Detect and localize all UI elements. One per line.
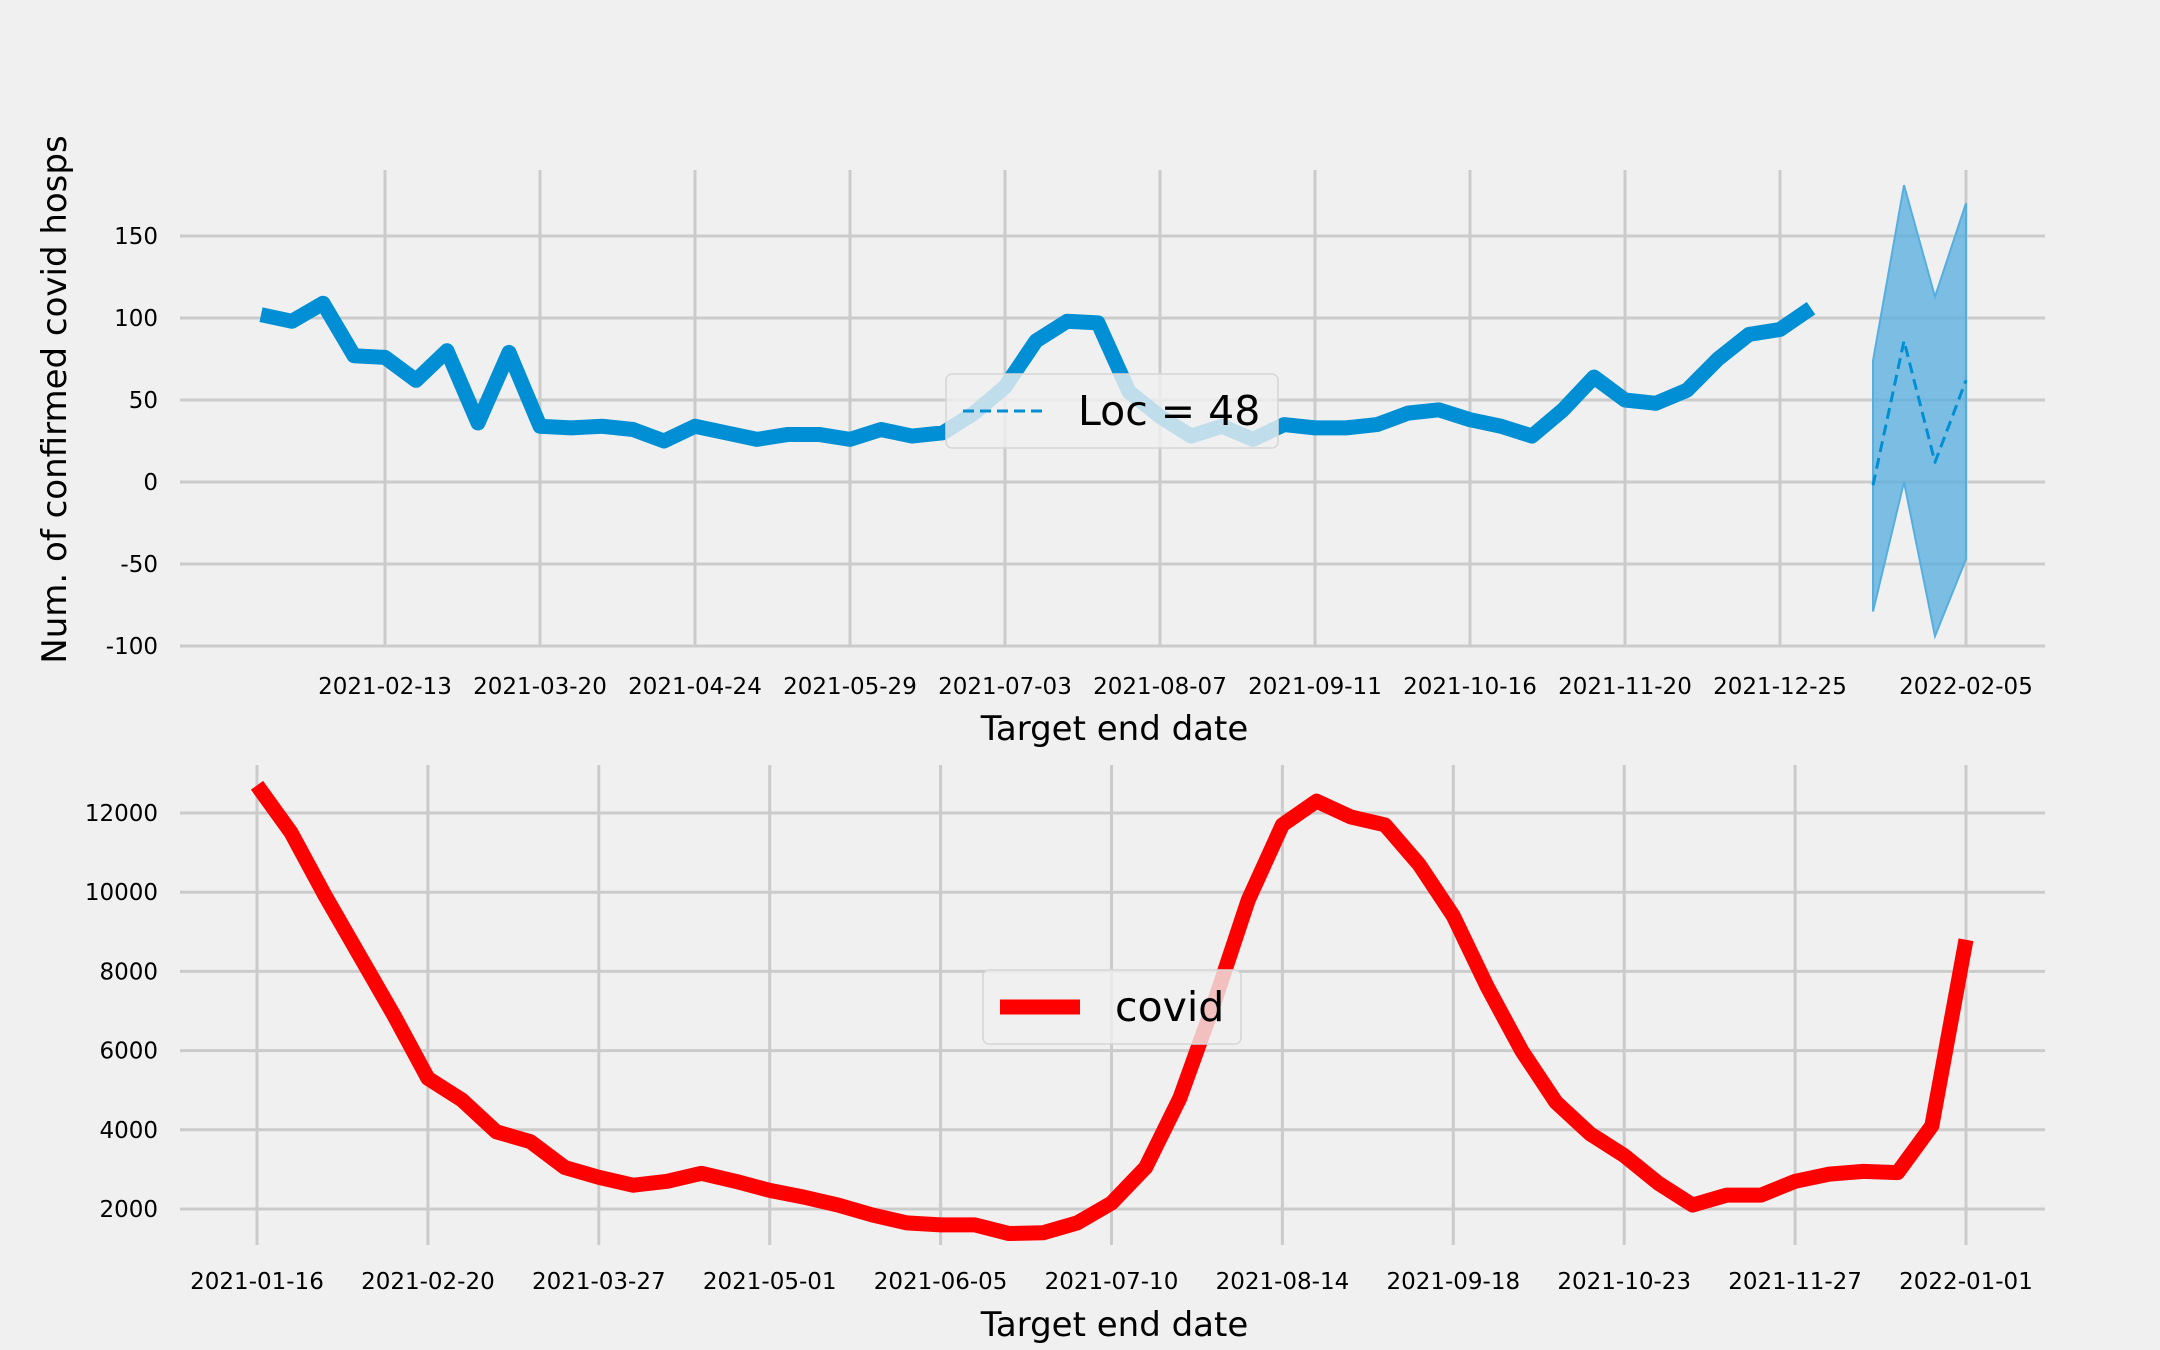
series-line	[250, 780, 1974, 1242]
x-tick-label: 2021-05-29	[783, 674, 917, 700]
x-axis-label: Target end date	[980, 709, 1249, 749]
y-tick-label: 8000	[99, 959, 158, 985]
x-tick-label: 2021-07-03	[938, 674, 1072, 700]
x-axis-label: Target end date	[980, 1305, 1249, 1345]
x-tick-label: 2021-01-16	[190, 1269, 324, 1295]
x-tick-label: 2021-02-13	[318, 674, 452, 700]
x-tick-label: 2021-10-23	[1557, 1269, 1691, 1295]
y-tick-label: 2000	[99, 1197, 158, 1223]
prediction-interval-band	[1872, 184, 1967, 640]
x-tick-label: 2021-03-20	[473, 674, 607, 700]
y-tick-label: 10000	[85, 880, 158, 906]
x-tick-label: 2022-01-01	[1899, 1269, 2033, 1295]
y-tick-label: 0	[143, 470, 158, 496]
top-panel: -100 -50 0 50 100 150 2021-02-13 2021-03-20 2021…	[35, 135, 2045, 749]
y-axis-label: Num. of confirmed covid hosps	[35, 135, 75, 663]
forecast-series-line	[1871, 339, 1968, 486]
y-tick-label: 50	[129, 388, 158, 414]
y-tick-label: 4000	[99, 1118, 158, 1144]
y-tick-label: 6000	[99, 1039, 158, 1065]
x-tick-label: 2021-08-14	[1216, 1269, 1350, 1295]
x-tick-label: 2021-07-10	[1045, 1269, 1179, 1295]
x-tick-label: 2021-05-01	[703, 1269, 837, 1295]
x-tick-label: 2021-10-16	[1403, 674, 1537, 700]
y-tick-label: 150	[114, 224, 158, 250]
x-tick-label: 2021-06-05	[874, 1269, 1008, 1295]
x-tick-label: 2021-09-11	[1248, 674, 1382, 700]
y-tick-label: 12000	[85, 801, 158, 827]
x-tick-label: 2021-02-20	[361, 1269, 495, 1295]
series-line	[259, 295, 1816, 449]
y-tick-label: -50	[120, 552, 158, 578]
x-tick-label: 2021-12-25	[1713, 674, 1847, 700]
y-tick-label: -100	[106, 634, 158, 660]
y-tick-label: 100	[114, 306, 158, 332]
x-tick-label: 2021-04-24	[628, 674, 762, 700]
legend-box	[945, 373, 1279, 449]
x-tick-label: 2021-11-20	[1558, 674, 1692, 700]
x-tick-label: 2022-02-05	[1899, 674, 2033, 700]
legend-box	[982, 969, 1242, 1045]
x-tick-label: 2021-11-27	[1728, 1269, 1862, 1295]
legend-label: covid	[1115, 983, 1224, 1031]
bottom-panel: 2000 4000 6000 8000 10000 12000 2021-01-16 2021…	[85, 765, 2045, 1345]
x-tick-label: 2021-03-27	[532, 1269, 666, 1295]
x-tick-label: 2021-08-07	[1093, 674, 1227, 700]
x-tick-label: 2021-09-18	[1386, 1269, 1520, 1295]
legend-label: Loc = 48	[1078, 387, 1260, 435]
